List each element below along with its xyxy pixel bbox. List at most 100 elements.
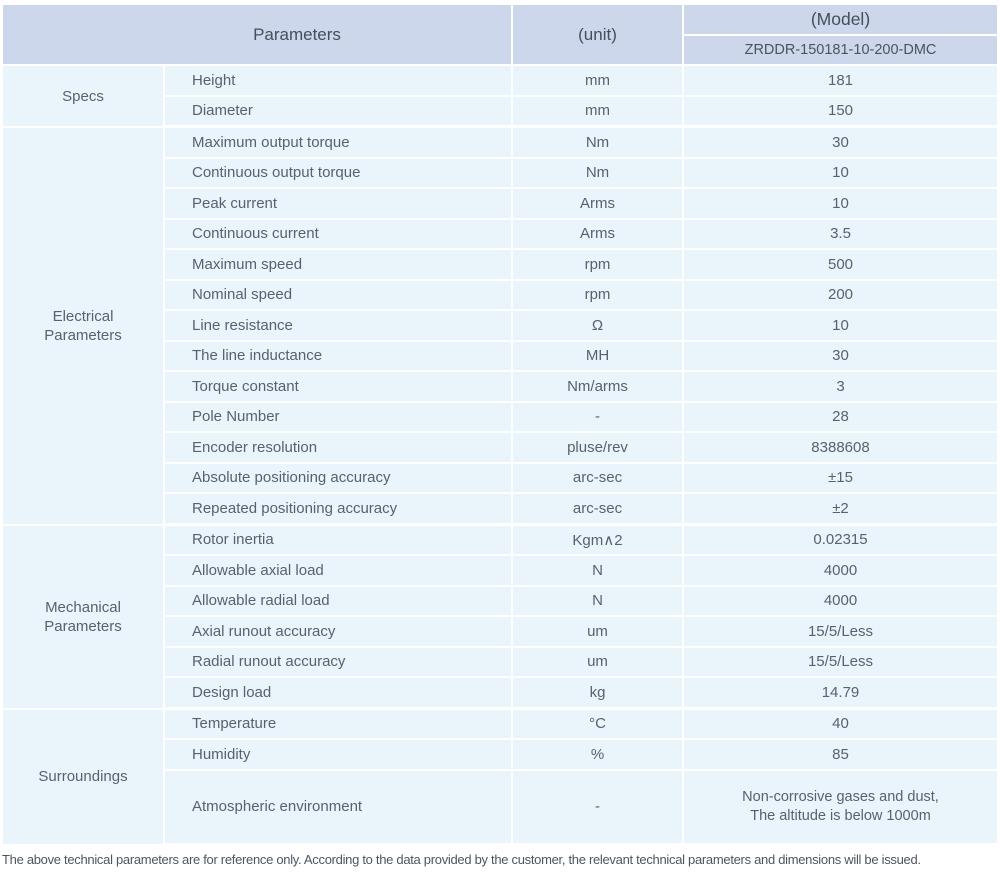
unit-cell: Nm/arms xyxy=(513,372,684,403)
value-cell: 10 xyxy=(684,311,997,342)
value-cell: 15/5/Less xyxy=(684,617,997,648)
category-cell: Surroundings xyxy=(3,709,165,846)
parameter-name-cell: Axial runout accuracy xyxy=(165,617,513,648)
unit-cell: arc-sec xyxy=(513,463,684,494)
unit-cell: N xyxy=(513,586,684,617)
model-header: (Model) xyxy=(684,5,997,36)
parameter-name-cell: Nominal speed xyxy=(165,280,513,311)
table-row: Repeated positioning accuracy arc-sec ±2 xyxy=(3,494,997,526)
table-row: Absolute positioning accuracy arc-sec ±15 xyxy=(3,463,997,494)
unit-cell: Nm xyxy=(513,158,684,189)
unit-cell: Arms xyxy=(513,219,684,250)
parameter-name-cell: Diameter xyxy=(165,96,513,128)
table-row: The line inductance MH 30 xyxy=(3,341,997,372)
table-row: Humidity% 85 xyxy=(3,740,997,771)
table-row: Surroundings Temperature °C 40 xyxy=(3,709,997,846)
value-cell: 85 xyxy=(684,740,997,771)
value-cell: 0.02315 xyxy=(684,525,997,556)
unit-cell: arc-sec xyxy=(513,494,684,526)
value-cell: 4000 xyxy=(684,556,997,587)
header-row-top: Parameters (unit) (Model) xyxy=(3,5,997,66)
unit-cell: kg xyxy=(513,678,684,710)
table-row: Diameter mm 150 xyxy=(3,96,997,128)
value-cell: Non-corrosive gases and dust, The altitud… xyxy=(684,770,997,846)
parameter-name-cell: Allowable radial load xyxy=(165,586,513,617)
unit-cell: % xyxy=(513,740,684,771)
parameter-name-cell: Repeated positioning accuracy xyxy=(165,494,513,526)
value-cell: 15/5/Less xyxy=(684,647,997,678)
table-row: Maximum speed rpm 500 xyxy=(3,250,997,281)
value-cell: 3.5 xyxy=(684,219,997,250)
value-cell: 10 xyxy=(684,189,997,220)
category-cell: Mechanical Parameters xyxy=(3,525,165,710)
table-row: Specs Height mm 181 xyxy=(3,66,997,128)
disclaimer-note: The above technical parameters are for r… xyxy=(2,852,921,867)
value-cell: 30 xyxy=(684,128,997,159)
unit-cell: Ω xyxy=(513,311,684,342)
parameter-name-cell: Continuous current xyxy=(165,219,513,250)
table-row: Nominal speed rpm 200 xyxy=(3,280,997,311)
unit-cell: um xyxy=(513,617,684,648)
header-row-model: ZRDDR-150181-10-200-DMC xyxy=(3,36,997,66)
parameter-name-cell: Allowable axial load xyxy=(165,556,513,587)
value-cell: 200 xyxy=(684,280,997,311)
table-row: Allowable radial load N 4000 xyxy=(3,586,997,617)
parameter-name-cell: Rotor inertia xyxy=(165,525,513,556)
unit-header: (unit) xyxy=(513,5,684,66)
unit-cell: rpm xyxy=(513,280,684,311)
parameter-name-cell: Atmospheric environment xyxy=(165,770,513,846)
value-cell: 181 xyxy=(684,66,997,97)
unit-cell: °C xyxy=(513,709,684,740)
unit-cell: um xyxy=(513,647,684,678)
parameter-name-cell: Encoder resolution xyxy=(165,433,513,464)
value-cell: 8388608 xyxy=(684,433,997,464)
unit-cell: - xyxy=(513,402,684,433)
unit-cell: N xyxy=(513,556,684,587)
spec-table: Parameters (unit) (Model) ZRDDR-150181-1… xyxy=(3,5,997,846)
table-row: Radial runout accuracy um 15/5/Less xyxy=(3,647,997,678)
parameter-name-cell: Humidity xyxy=(165,740,513,771)
value-cell: 14.79 xyxy=(684,678,997,710)
value-cell: ±2 xyxy=(684,494,997,526)
parameter-name-cell: Peak current xyxy=(165,189,513,220)
table-row: Peak current Arms 10 xyxy=(3,189,997,220)
unit-cell: Kgm∧2 xyxy=(513,525,684,556)
unit-cell: MH xyxy=(513,341,684,372)
parameter-name-cell: Torque constant xyxy=(165,372,513,403)
parameter-name-cell: Absolute positioning accuracy xyxy=(165,463,513,494)
parameters-header: Parameters xyxy=(3,5,513,66)
spec-table-body: Specs Height mm 181 Diameter mm 150 Electrical P… xyxy=(3,66,997,846)
category-cell: Specs xyxy=(3,66,165,128)
table-row: Axial runout accuracy um 15/5/Less xyxy=(3,617,997,648)
spec-table-header: Parameters (unit) (Model) ZRDDR-150181-1… xyxy=(3,5,997,66)
parameter-name-cell: Pole Number xyxy=(165,402,513,433)
table-row: Electrical Parameters Maximum output torqu… xyxy=(3,128,997,526)
parameter-name-cell: Height xyxy=(165,66,513,97)
table-row: Design load kg 14.79 xyxy=(3,678,997,710)
table-row: Encoder resolution pluse/rev 8388608 xyxy=(3,433,997,464)
table-row: Torque constant Nm/arms 3 xyxy=(3,372,997,403)
parameter-name-cell: Maximum output torque xyxy=(165,128,513,159)
unit-cell: pluse/rev xyxy=(513,433,684,464)
parameter-name-cell: Temperature xyxy=(165,709,513,740)
unit-cell: rpm xyxy=(513,250,684,281)
table-row: Mechanical Parameters Rotor inertia Kgm∧2 0.… xyxy=(3,525,997,710)
table-row: Line resistance Ω 10 xyxy=(3,311,997,342)
value-cell: 40 xyxy=(684,709,997,740)
unit-cell: Nm xyxy=(513,128,684,159)
unit-cell: mm xyxy=(513,66,684,97)
value-cell: 30 xyxy=(684,341,997,372)
value-cell: ±15 xyxy=(684,463,997,494)
parameter-name-cell: Continuous output torque xyxy=(165,158,513,189)
value-cell: 3 xyxy=(684,372,997,403)
table-row: Allowable axial load N 4000 xyxy=(3,556,997,587)
parameter-name-cell: Maximum speed xyxy=(165,250,513,281)
value-cell: 150 xyxy=(684,96,997,128)
table-row: Continuous output torque Nm 10 xyxy=(3,158,997,189)
table-row: Pole Number -28 xyxy=(3,402,997,433)
parameter-name-cell: Line resistance xyxy=(165,311,513,342)
table-row: Continuous current Arms 3.5 xyxy=(3,219,997,250)
parameter-name-cell: Radial runout accuracy xyxy=(165,647,513,678)
value-cell: 28 xyxy=(684,402,997,433)
